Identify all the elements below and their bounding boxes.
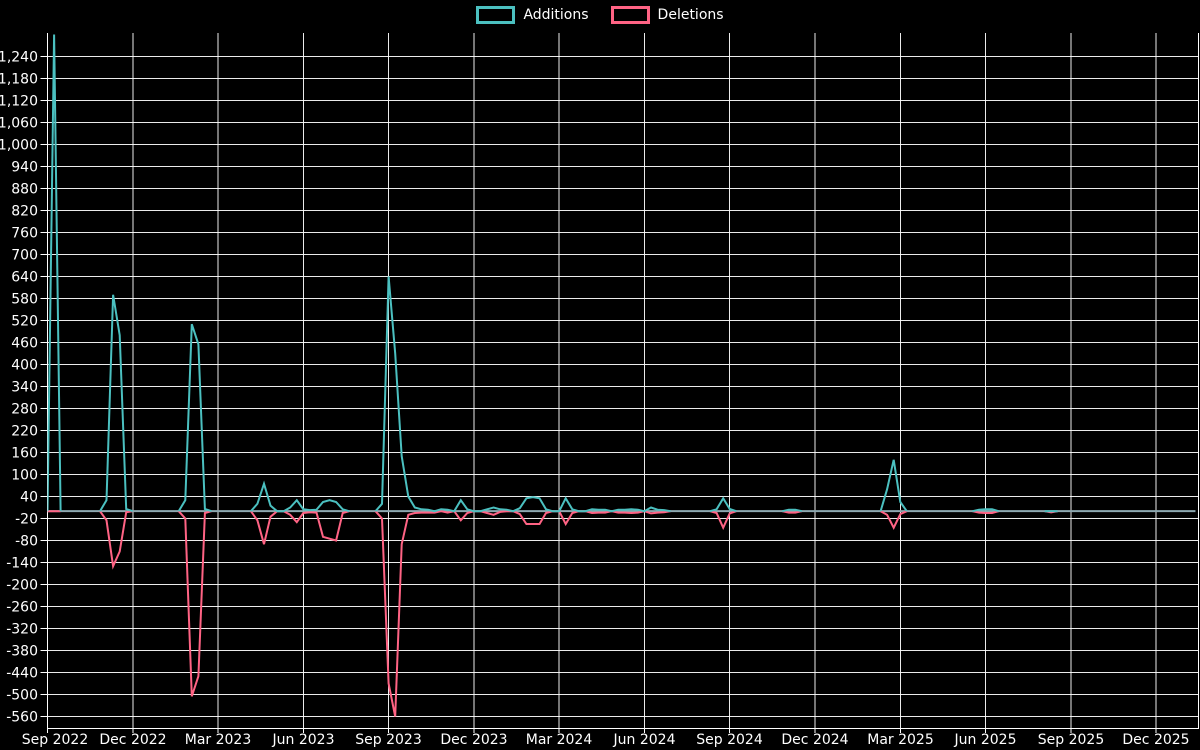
y-axis-tick-label: 820 (11, 204, 38, 220)
y-axis-tick-label: 1,000 (0, 138, 38, 154)
x-axis-tick-label: Sep 2025 (1038, 732, 1104, 748)
x-axis-tick-label: Sep 2024 (696, 732, 763, 748)
x-axis-tick-label: Dec 2022 (99, 732, 166, 748)
y-axis-tick-label: 1,120 (0, 94, 38, 110)
y-axis-tick-label: -320 (6, 622, 38, 638)
legend-item-additions[interactable]: Additions (476, 6, 589, 24)
y-axis-tick-label: 1,180 (0, 72, 38, 88)
deletions-line (47, 510, 1058, 717)
x-axis-tick-label: Jun 2023 (272, 732, 335, 748)
y-axis-tick-label: -500 (6, 688, 38, 704)
legend-label-deletions: Deletions (657, 7, 724, 23)
chart-legend: Additions Deletions (0, 6, 1200, 24)
y-axis-tick-label: -560 (6, 710, 38, 726)
y-axis-tick-label: 460 (11, 336, 38, 352)
y-axis-tick-label: 40 (20, 490, 38, 506)
additions-line (47, 34, 1058, 513)
x-axis-tick-label: Jun 2024 (613, 732, 676, 748)
y-axis-tick-label: 340 (11, 380, 38, 396)
y-axis-tick-label: -260 (6, 600, 38, 616)
y-axis-tick-label: 400 (11, 358, 38, 374)
x-axis-tick-label: Sep 2022 (22, 732, 88, 748)
y-axis-tick-label: -380 (6, 644, 38, 660)
y-axis-tick-label: 520 (11, 314, 38, 330)
y-axis-tick-label: 880 (11, 182, 38, 198)
y-axis-tick-label: 640 (11, 270, 38, 286)
y-axis-tick-label: 220 (11, 424, 38, 440)
y-axis-tick-label: 760 (11, 226, 38, 242)
y-axis-tick-label: 580 (11, 292, 38, 308)
y-axis-tick-label: 940 (11, 160, 38, 176)
x-axis-tick-label: Dec 2025 (1122, 732, 1189, 748)
y-axis-tick-label: 1,240 (0, 50, 38, 66)
x-axis-tick-label: Mar 2024 (526, 732, 593, 748)
additions-swatch-icon (476, 6, 516, 24)
x-axis-tick-label: Mar 2023 (185, 732, 252, 748)
deletions-swatch-icon (610, 6, 650, 24)
x-axis-tick-label: Jun 2025 (954, 732, 1017, 748)
y-axis-tick-label: 100 (11, 468, 38, 484)
y-axis-tick-label: 700 (11, 248, 38, 264)
y-axis-tick-label: -440 (6, 666, 38, 682)
x-axis-tick-label: Dec 2024 (781, 732, 848, 748)
y-axis-tick-label: -80 (15, 534, 38, 550)
x-axis-tick-label: Mar 2025 (867, 732, 934, 748)
legend-label-additions: Additions (523, 7, 589, 23)
legend-item-deletions[interactable]: Deletions (610, 6, 724, 24)
y-axis-tick-label: 1,060 (0, 116, 38, 132)
y-axis-tick-label: 160 (11, 446, 38, 462)
y-axis-tick-label: -20 (15, 512, 38, 528)
y-axis-tick-label: -140 (6, 556, 38, 572)
x-axis-tick-label: Dec 2023 (440, 732, 507, 748)
x-axis-tick-label: Sep 2023 (355, 732, 421, 748)
y-axis-tick-label: 280 (11, 402, 38, 418)
y-axis-tick-label: -200 (6, 578, 38, 594)
